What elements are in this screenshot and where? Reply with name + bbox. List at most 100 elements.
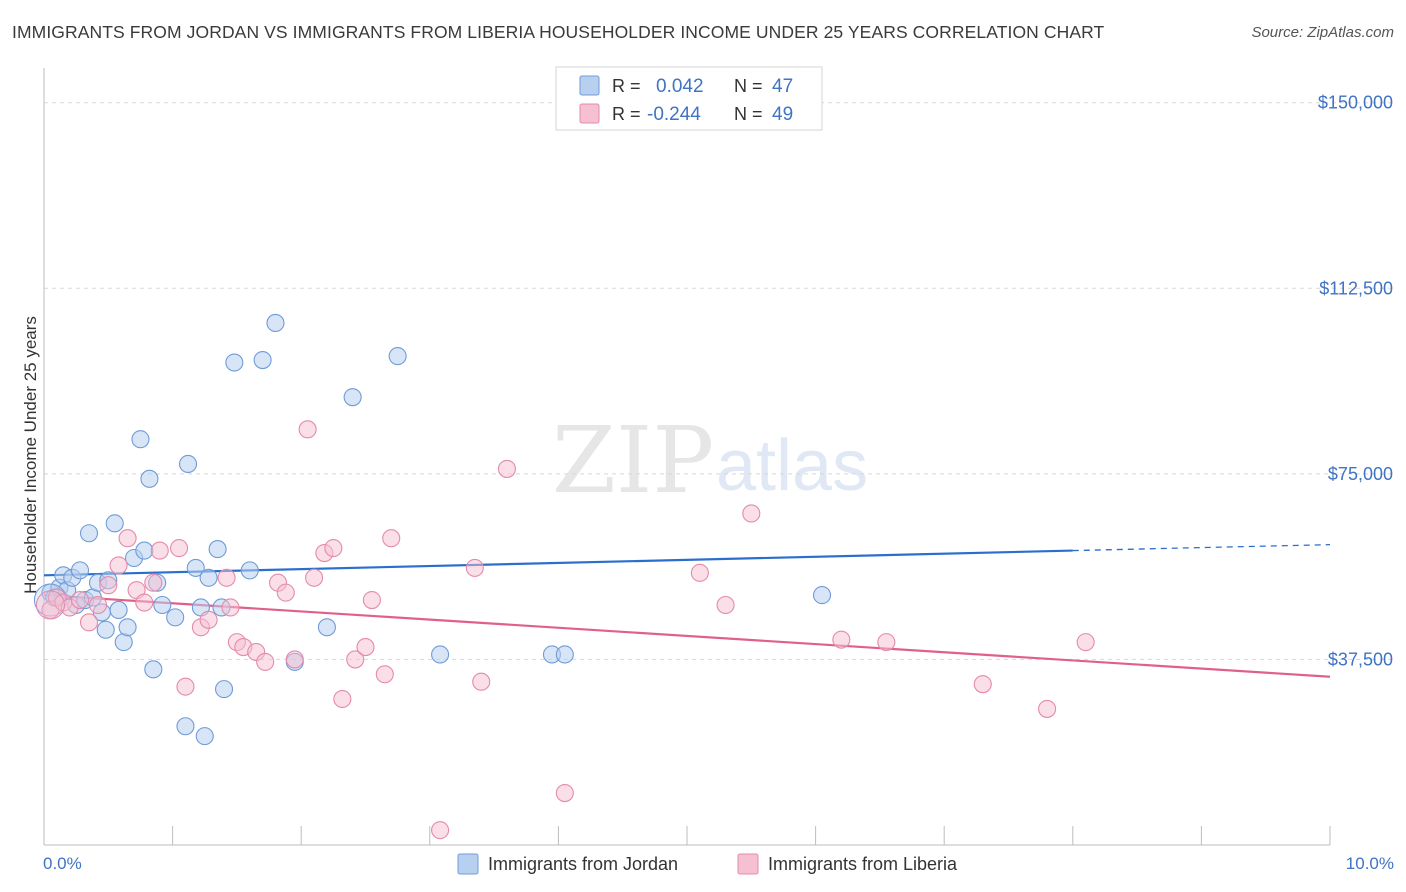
legend-n-value-liberia: 49 — [772, 104, 793, 125]
data-point-liberia — [465, 558, 484, 577]
data-point-jordan — [240, 561, 259, 580]
data-point-liberia — [305, 568, 324, 587]
bottom-legend-label-liberia: Immigrants from Liberia — [768, 854, 958, 874]
data-point-jordan — [431, 645, 450, 664]
x-tick-label-left: 0.0% — [43, 854, 82, 873]
data-point-liberia — [99, 576, 118, 595]
data-point-liberia — [256, 652, 275, 671]
series-legend: Immigrants from Jordan Immigrants from L… — [457, 853, 958, 875]
data-point-liberia — [382, 529, 401, 548]
data-point-jordan — [208, 540, 227, 559]
data-point-liberia — [1038, 699, 1057, 718]
data-point-jordan — [388, 347, 407, 366]
data-point-liberia-cluster — [35, 590, 65, 620]
legend-box-frame — [555, 66, 823, 131]
data-point-liberia — [169, 539, 189, 558]
data-point-liberia — [217, 568, 236, 587]
data-point-jordan — [135, 541, 154, 560]
data-point-jordan — [131, 430, 150, 449]
source-credit: Source: ZipAtlas.com — [1251, 24, 1394, 41]
data-point-liberia — [973, 675, 992, 694]
data-point-liberia — [199, 610, 218, 629]
series-liberia-points — [35, 420, 1095, 840]
data-point-liberia — [88, 595, 108, 615]
data-point-liberia — [221, 598, 240, 617]
data-point-liberia — [118, 529, 137, 548]
legend-n-label-jordan: N = — [734, 76, 763, 96]
legend-r-value-liberia: -0.244 — [647, 104, 701, 125]
data-point-liberia — [276, 583, 295, 602]
correlation-legend: R = 0.042 N = 47 R = -0.244 N = 49 — [555, 66, 823, 131]
data-point-liberia — [109, 556, 128, 575]
data-point-liberia — [135, 593, 154, 612]
data-point-liberia — [346, 650, 365, 669]
legend-n-value-jordan: 47 — [772, 76, 793, 97]
data-point-jordan — [195, 727, 214, 746]
data-point-jordan — [214, 680, 234, 699]
axes — [43, 68, 1331, 846]
data-point-liberia — [472, 672, 491, 691]
data-point-liberia — [431, 821, 450, 840]
bottom-legend-label-jordan: Immigrants from Jordan — [488, 854, 678, 874]
data-point-liberia — [555, 783, 574, 803]
bottom-legend-swatch-jordan — [457, 853, 479, 875]
watermark-atlas: atlas — [716, 426, 868, 506]
watermark-zip: ZIP — [552, 407, 714, 514]
data-point-jordan — [140, 469, 159, 488]
data-point-liberia — [79, 613, 99, 632]
data-point-jordan — [105, 514, 124, 533]
legend-swatch-jordan — [579, 75, 600, 96]
data-point-jordan — [199, 568, 218, 587]
y-tick-label: $150,000 — [1318, 93, 1393, 113]
data-point-liberia — [362, 591, 381, 610]
x-tick-label-right: 10.0% — [1346, 854, 1394, 873]
data-point-jordan — [178, 454, 198, 474]
data-point-liberia — [333, 689, 352, 709]
trend-line-jordan-extension — [1072, 543, 1331, 552]
legend-r-value-jordan: 0.042 — [656, 76, 704, 97]
data-point-liberia — [497, 459, 517, 478]
y-axis-label: Householder Income Under 25 years — [21, 316, 40, 594]
data-point-liberia — [742, 504, 761, 523]
series-jordan-points — [33, 313, 832, 746]
data-point-liberia — [70, 591, 90, 610]
data-point-liberia — [150, 541, 169, 560]
data-point-jordan — [114, 633, 133, 652]
data-point-jordan — [186, 558, 205, 577]
data-point-jordan — [144, 660, 163, 679]
data-point-jordan — [343, 388, 362, 407]
data-point-jordan — [555, 645, 574, 664]
legend-n-label-liberia: N = — [734, 104, 763, 124]
data-point-liberia — [298, 420, 317, 439]
data-point-liberia — [1076, 633, 1095, 652]
y-tick-labels: $37,500 $75,000 $112,500 $150,000 — [1318, 93, 1393, 670]
data-point-jordan — [70, 561, 90, 580]
legend-r-label-liberia: R = — [612, 104, 641, 124]
legend-r-label-jordan: R = — [612, 76, 641, 96]
data-point-liberia — [832, 630, 851, 649]
data-point-liberia — [356, 638, 375, 657]
data-point-jordan — [79, 524, 99, 543]
data-point-jordan — [166, 608, 185, 627]
data-point-liberia — [716, 595, 735, 615]
y-tick-label: $37,500 — [1328, 649, 1393, 669]
data-point-jordan — [812, 586, 832, 605]
data-point-liberia — [144, 573, 163, 592]
data-point-jordan — [253, 351, 272, 370]
data-point-liberia — [877, 633, 896, 652]
trend-line-liberia — [43, 594, 1331, 678]
data-point-jordan — [153, 595, 172, 615]
data-point-liberia — [176, 677, 195, 696]
data-point-jordan — [176, 717, 195, 736]
y-tick-label: $112,500 — [1319, 278, 1393, 298]
legend-swatch-liberia — [579, 103, 600, 124]
data-point-liberia — [285, 650, 304, 669]
trend-lines — [43, 543, 1331, 678]
data-point-jordan — [266, 313, 285, 332]
data-point-jordan — [96, 620, 115, 639]
data-point-liberia — [375, 665, 394, 684]
data-point-liberia — [690, 563, 709, 582]
data-point-jordan — [118, 618, 137, 637]
data-point-jordan — [109, 600, 128, 620]
